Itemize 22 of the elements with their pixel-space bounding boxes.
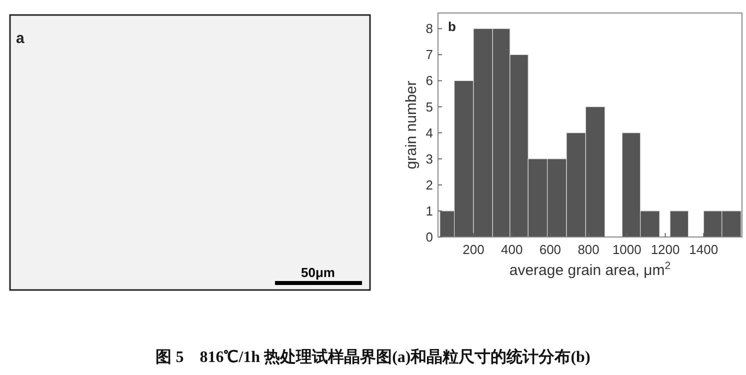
text: a <box>16 30 25 47</box>
y-tick-label: 4 <box>426 125 433 140</box>
x-tick-label: 1400 <box>689 242 718 257</box>
x-tick-label: 1200 <box>650 242 680 257</box>
caption: 图 5 816℃/1h 热处理试样晶界图(a)和晶粒尺寸的统计分布(b) <box>156 348 590 366</box>
y-tick-label: 3 <box>426 151 433 166</box>
y-tick-label: 0 <box>426 230 433 244</box>
y-tick-label: 1 <box>426 203 433 218</box>
x-tick-label: 800 <box>578 242 600 257</box>
y-tick-label: 8 <box>426 21 433 36</box>
text: 50μm <box>301 265 335 280</box>
x-axis-title: average grain area, μm$^{2}$ <box>509 260 671 279</box>
y-tick-label: 6 <box>426 73 433 88</box>
x-tick-label: 600 <box>539 242 562 257</box>
y-tick-label: 7 <box>426 47 433 62</box>
x-tick-label: 200 <box>462 242 484 257</box>
y-axis-title: grain number <box>403 80 420 170</box>
y-tick-label: 5 <box>426 99 433 114</box>
annotation: b <box>448 19 456 34</box>
x-tick-label: 400 <box>500 242 523 257</box>
y-tick-label: 2 <box>426 177 433 192</box>
x-tick-label: 1000 <box>612 242 642 257</box>
